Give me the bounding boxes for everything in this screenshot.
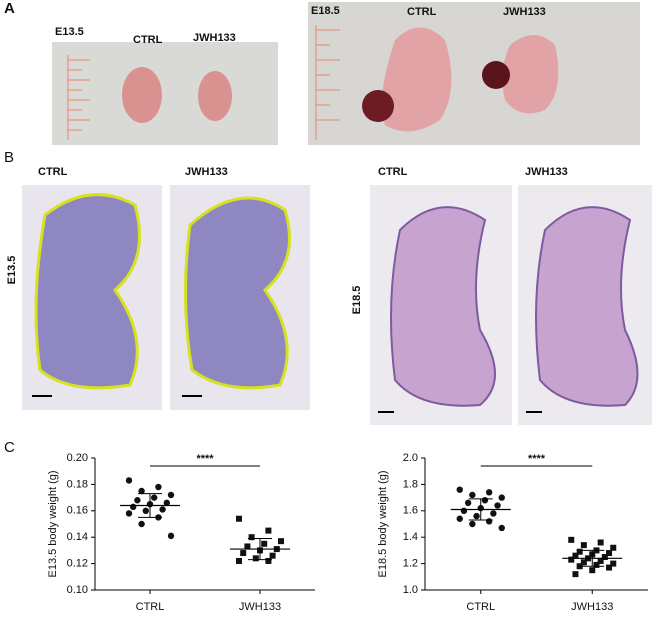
x-tick-label: CTRL xyxy=(466,601,495,613)
y-axis-label: E13.5 body weight (g) xyxy=(47,470,59,577)
data-point xyxy=(464,499,472,507)
data-point xyxy=(163,499,170,507)
stage-label: E13.5 xyxy=(55,26,84,38)
data-point xyxy=(481,497,489,504)
panel-label: B xyxy=(4,149,14,166)
data-point xyxy=(589,567,596,574)
group-label: JWH133 xyxy=(185,166,228,178)
data-point xyxy=(125,477,133,484)
data-point xyxy=(568,536,575,543)
x-tick-label: JWH133 xyxy=(571,601,613,613)
data-point xyxy=(138,487,145,495)
data-point xyxy=(460,507,468,514)
significance-label: **** xyxy=(196,453,214,465)
data-point xyxy=(261,540,268,547)
data-point xyxy=(597,539,604,546)
data-point xyxy=(236,557,242,564)
group-label: JWH133 xyxy=(193,32,236,44)
data-point xyxy=(278,538,284,545)
panel-label: A xyxy=(4,0,15,17)
data-point xyxy=(568,556,575,563)
data-point xyxy=(494,502,501,509)
data-point xyxy=(469,520,476,528)
y-tick-label: 0.10 xyxy=(67,584,88,596)
data-point xyxy=(597,557,604,564)
data-point xyxy=(610,544,617,551)
y-tick-label: 0.20 xyxy=(67,452,88,464)
y-tick-label: 2.0 xyxy=(403,452,418,464)
group-label: CTRL xyxy=(38,166,68,178)
data-point xyxy=(130,503,137,511)
data-point xyxy=(244,543,251,550)
significance-label: **** xyxy=(528,453,546,465)
data-point xyxy=(125,510,133,517)
data-point xyxy=(610,560,617,567)
section-b-left xyxy=(22,185,310,410)
data-point xyxy=(601,554,608,560)
data-point xyxy=(159,506,166,513)
data-point xyxy=(576,548,583,555)
data-point xyxy=(580,559,587,566)
data-point xyxy=(134,497,141,504)
y-tick-label: 0.14 xyxy=(67,531,88,543)
data-point xyxy=(572,571,579,578)
stage-label: E18.5 xyxy=(311,5,340,17)
section-b-right xyxy=(370,185,652,425)
data-point xyxy=(265,557,272,564)
data-point xyxy=(151,494,158,501)
x-tick-label: CTRL xyxy=(136,601,165,613)
stage-label: E18.5 xyxy=(351,286,363,315)
x-tick-label: JWH133 xyxy=(239,601,281,613)
y-tick-label: 0.16 xyxy=(67,505,88,517)
y-tick-label: 1.8 xyxy=(403,478,418,490)
stage-label: E13.5 xyxy=(6,256,18,285)
y-tick-label: 1.6 xyxy=(403,505,418,517)
data-point xyxy=(498,524,505,532)
data-point xyxy=(265,527,272,534)
data-point xyxy=(473,512,480,520)
data-point xyxy=(572,552,579,559)
panel-label: C xyxy=(4,439,15,456)
data-point xyxy=(155,483,162,491)
y-tick-label: 0.12 xyxy=(67,558,88,570)
group-label: JWH133 xyxy=(503,6,546,18)
y-axis-label: E18.5 body weight (g) xyxy=(377,470,389,577)
group-label: CTRL xyxy=(407,6,437,18)
data-point xyxy=(606,564,613,571)
group-label: CTRL xyxy=(378,166,408,178)
data-point xyxy=(142,507,149,514)
data-point xyxy=(469,491,476,499)
data-point xyxy=(456,486,463,493)
data-point xyxy=(269,552,276,559)
group-label: JWH133 xyxy=(525,166,568,178)
data-point xyxy=(490,510,497,517)
data-point xyxy=(138,520,145,528)
data-point xyxy=(576,563,583,570)
data-point xyxy=(167,491,175,499)
photo-a-right xyxy=(308,2,640,145)
data-point xyxy=(606,550,613,557)
y-tick-label: 0.18 xyxy=(67,478,88,490)
data-point xyxy=(248,534,255,541)
photo-a-left xyxy=(52,42,278,145)
data-point xyxy=(485,518,493,525)
y-tick-label: 1.2 xyxy=(403,558,418,570)
group-label: CTRL xyxy=(133,34,163,46)
data-point xyxy=(498,494,505,501)
data-point xyxy=(167,532,175,540)
data-point xyxy=(252,555,259,562)
data-point xyxy=(580,542,587,549)
data-point xyxy=(485,489,493,496)
data-point xyxy=(240,550,247,557)
data-point xyxy=(236,515,242,522)
data-point xyxy=(593,561,600,568)
data-point xyxy=(456,515,463,522)
y-tick-label: 1.4 xyxy=(403,531,418,543)
y-tick-label: 1.0 xyxy=(403,584,418,596)
